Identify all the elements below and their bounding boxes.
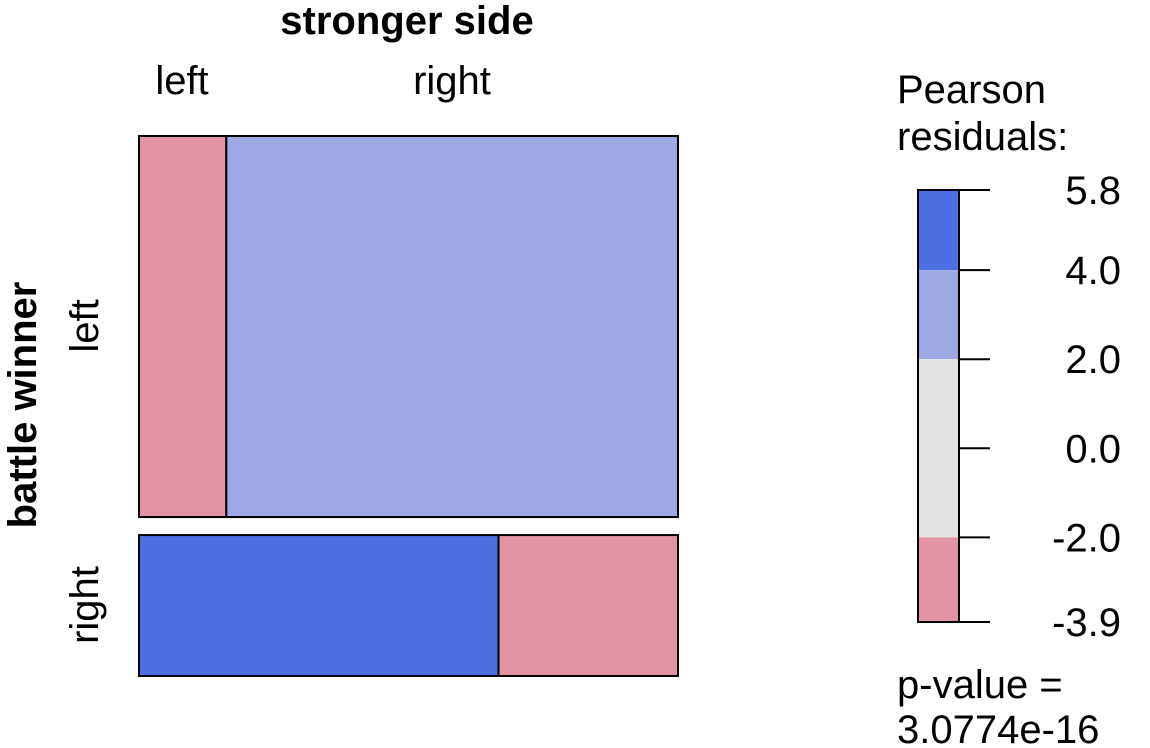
legend-title-line-1: Pearson: [897, 68, 1046, 112]
mosaic-tile-left-left: [138, 135, 228, 519]
legend-band-2.0-4.0: [918, 270, 959, 360]
legend-band-4.0-5.8: [918, 190, 959, 271]
mosaic-tile-left-right: [138, 534, 500, 677]
pvalue-value: 3.0774e-16: [897, 708, 1099, 748]
top-level-label-right: right: [413, 59, 491, 103]
legend-band-neg2.0-2.0: [918, 359, 959, 538]
legend-title-line-2: residuals:: [897, 115, 1068, 159]
legend-tick-label: -3.9: [1052, 601, 1121, 645]
mosaic-tile-right-right: [497, 534, 679, 677]
legend-tick-label: -2.0: [1052, 516, 1121, 560]
top-level-label-left: left: [155, 59, 208, 103]
left-level-label-right: right: [63, 566, 107, 644]
legend-band-neg3.9-neg2.0: [918, 537, 959, 622]
left-level-label-left: left: [63, 299, 107, 352]
pvalue-label: p-value =: [897, 663, 1063, 707]
legend-tick-label: 5.8: [1065, 169, 1121, 213]
legend-colorbar-frame: [917, 189, 960, 623]
legend-tick-label: 4.0: [1065, 249, 1121, 293]
top-variable-title: stronger side: [280, 0, 533, 43]
left-variable-title: battle winner: [1, 282, 45, 529]
legend-tick-label: 0.0: [1065, 427, 1121, 471]
legend-tick-label: 2.0: [1065, 338, 1121, 382]
mosaic-tile-right-left: [225, 135, 679, 519]
